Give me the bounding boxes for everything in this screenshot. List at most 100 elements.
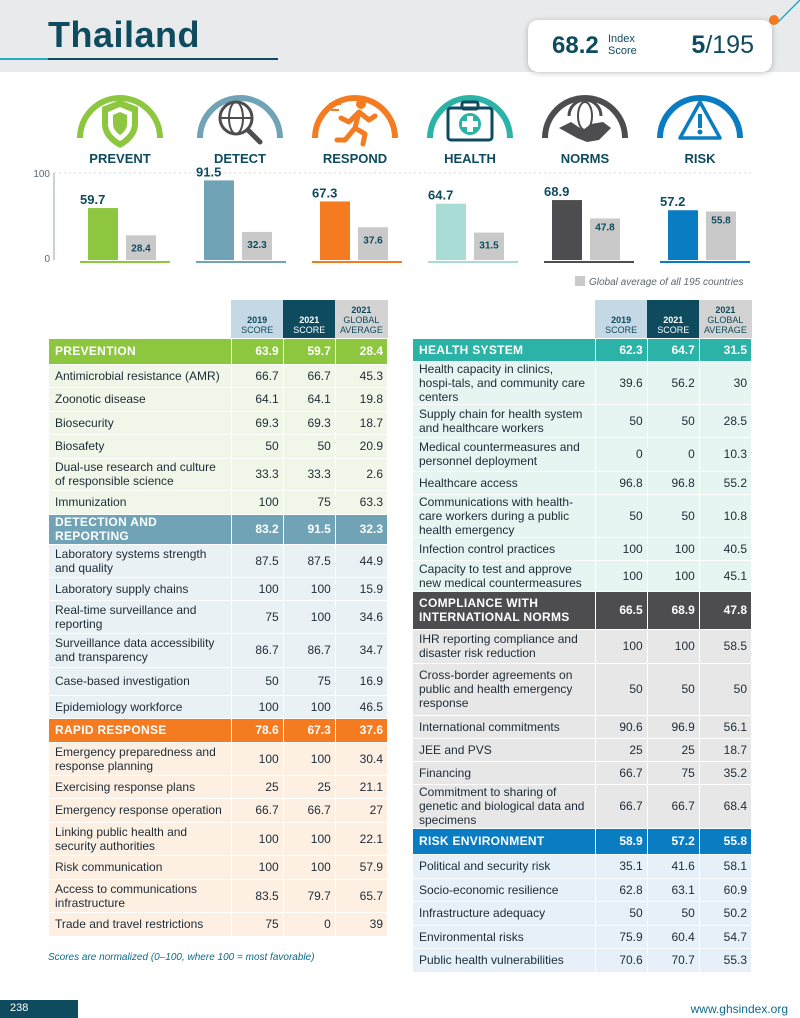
indicator-2019-score: 75 [230,911,284,937]
indicator-row: Linking public health and security autho… [48,821,389,856]
indicator-global-average: 39 [334,911,389,937]
indicator-row: Biosafety 50 50 20.9 [48,433,389,459]
indicator-2019-score: 100 [594,536,648,561]
globe-magnifier-icon [197,95,283,145]
section-title: HEALTH SYSTEM [412,337,596,362]
indicator-name: Emergency response operation [48,797,232,823]
indicator-row: Financing 66.7 75 35.2 [412,760,753,785]
section-header: RAPID RESPONSE 78.6 67.3 37.6 [48,717,389,743]
indicator-name: Zoonotic disease [48,386,232,412]
bar-label-health: 64.7 [428,188,453,203]
indicator-2019-score: 100 [230,854,284,880]
indicator-2019-score: 50 [594,662,648,716]
shield-icon [77,95,163,148]
category-detect: DETECT [190,76,290,166]
indicator-2019-score: 83.5 [230,878,284,913]
col-2021-score-line: SCORE [293,324,326,335]
indicator-2019-score: 100 [594,559,648,592]
warning-icon [657,95,743,140]
legend-swatch [575,276,585,286]
indicator-global-average: 34.6 [334,599,389,634]
indicator-2021-score: 25 [282,774,336,799]
bar-risk [668,210,698,260]
indicator-2019-score: 25 [594,737,648,762]
indicator-name: Health capacity in clinics, hospi-tals, … [412,360,596,405]
indicator-global-average: 45.1 [698,559,753,592]
handshake-globe-icon [542,95,628,142]
section-2019-score: 78.6 [230,717,284,743]
indicator-2019-score: 100 [230,694,284,719]
indicator-global-average: 30 [698,360,753,405]
col-2021-score-line: SCORE [657,324,690,335]
indicator-global-average: 18.7 [334,410,389,435]
indicator-2021-score: 63.1 [646,877,700,902]
col-2021-score-line: 2021 [299,314,320,325]
section-global-average: 31.5 [698,337,753,362]
indicator-name: Communications with health-care workers … [412,493,596,538]
indicator-2019-score: 50 [594,493,648,538]
section-header: HEALTH SYSTEM 62.3 64.7 31.5 [412,337,753,362]
indicator-global-average: 2.6 [334,457,389,491]
footnote: Scores are normalized (0–100, where 100 … [48,952,315,963]
rank-value: 5 [691,31,706,59]
indicator-2021-score: 87.5 [282,543,336,578]
indicator-global-average: 65.7 [334,878,389,913]
indicator-2021-score: 50 [646,662,700,716]
header-blank [413,300,596,338]
indicator-global-average: 60.9 [698,877,753,902]
col-2019-score-line: SCORE [241,324,274,335]
indicator-global-average: 45.3 [334,363,389,388]
indicator-2021-score: 70.7 [646,947,700,973]
indicator-2019-score: 0 [594,436,648,472]
indicator-2021-score: 66.7 [282,797,336,823]
bar-respond [320,201,350,260]
indicator-2019-score: 100 [230,741,284,776]
indicator-row: Capacity to test and approve new medical… [412,559,753,592]
indicator-row: Laboratory systems strength and quality 8… [48,543,389,578]
section-global-average: 28.4 [334,337,389,365]
avg-label-prevent: 28.4 [131,243,151,254]
indicator-2021-score: 50 [646,493,700,538]
indicator-name: Political and security risk [412,853,596,879]
indicator-global-average: 40.5 [698,536,753,561]
category-norms: NORMS [535,76,635,166]
section-2021-score: 59.7 [282,337,336,365]
avg-bar-respond [358,227,388,260]
indicator-global-average: 15.9 [334,576,389,601]
indicator-name: Surveillance data accessibility and tran… [48,632,232,668]
section-2019-score: 58.9 [594,827,648,855]
indicator-2019-score: 75.9 [594,924,648,949]
indicator-global-average: 44.9 [334,543,389,578]
indicator-row: Socio-economic resilience 62.8 63.1 60.9 [412,877,753,902]
indicator-2019-score: 25 [230,774,284,799]
indicator-global-average: 10.8 [698,493,753,538]
indicator-row: Emergency response operation 66.7 66.7 27 [48,797,389,823]
indicator-name: Antimicrobial resistance (AMR) [48,363,232,388]
section-title: COMPLIANCE WITH INTERNATIONAL NORMS [412,590,596,630]
indicator-name: Infrastructure adequacy [412,900,596,926]
indicator-2019-score: 33.3 [230,457,284,491]
indicator-2019-score: 66.7 [594,783,648,829]
indicator-2021-score: 50 [282,433,336,459]
bar-health [436,203,466,260]
indicator-name: Capacity to test and approve new medical… [412,559,596,592]
rank-total: /195 [705,31,754,59]
indicator-name: Trade and travel restrictions [48,911,232,937]
indicator-name: JEE and PVS [412,737,596,762]
indicator-name: Risk communication [48,854,232,880]
section-global-average: 55.8 [698,827,753,855]
indicator-name: International commitments [412,714,596,739]
category-label: RESPOND [322,151,388,166]
legend-label: Global average of all 195 countries [589,277,744,288]
website-link[interactable]: www.ghsindex.org [690,1002,788,1016]
indicator-2019-score: 64.1 [230,386,284,412]
right-score-table: 2019 SCORE 2021 SCORE 2021 GLOBAL AVERAGE HEALT… [412,300,753,973]
avg-bar-health [474,232,504,260]
indicator-2019-score: 69.3 [230,410,284,435]
indicator-row: Biosecurity 69.3 69.3 18.7 [48,410,389,435]
indicator-row: Emergency preparedness and response plan… [48,741,389,776]
indicator-global-average: 63.3 [334,489,389,515]
section-2019-score: 66.5 [594,590,648,630]
column-header-row: 2019 SCORE 2021 SCORE 2021 GLOBAL AVERAGE [49,300,388,338]
section-2021-score: 64.7 [646,337,700,362]
